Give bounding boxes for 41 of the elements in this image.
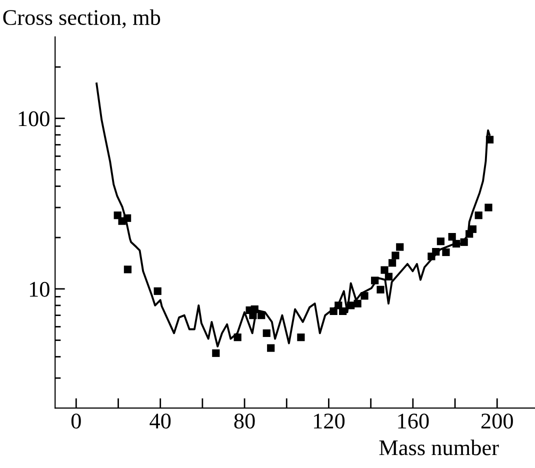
point (442, 248, 450, 256)
point (432, 248, 440, 256)
point (330, 307, 338, 315)
x-tick-label: 120 (314, 414, 345, 429)
x-axis-title: Mass number (379, 440, 499, 456)
point (460, 238, 468, 246)
point (124, 266, 132, 274)
point (354, 300, 362, 308)
point (262, 329, 270, 337)
point (474, 212, 482, 220)
point (376, 286, 384, 294)
y-axis-title: Cross section, mb (3, 9, 160, 28)
point (468, 225, 476, 233)
x-tick-label: 200 (481, 414, 513, 429)
point (380, 266, 388, 274)
point (486, 136, 494, 144)
point (339, 307, 347, 315)
point (123, 214, 132, 222)
point (154, 287, 162, 295)
point (234, 334, 242, 342)
y-tick-label: 100 (18, 111, 50, 126)
point (384, 272, 393, 280)
point (267, 344, 275, 352)
y-tick-label: 10 (30, 282, 50, 297)
point (484, 204, 492, 212)
x-tick-label: 80 (234, 414, 255, 429)
point (347, 302, 355, 310)
x-tick-label: 40 (150, 414, 171, 429)
point (392, 252, 400, 260)
point (448, 233, 456, 241)
point (436, 238, 445, 246)
point (212, 349, 220, 357)
x-tick-label: 0 (71, 414, 81, 429)
point (396, 243, 404, 251)
x-tick-label: 160 (398, 414, 429, 429)
point (388, 259, 396, 267)
point (360, 292, 368, 300)
point (297, 334, 305, 342)
point (371, 276, 379, 284)
point (258, 312, 266, 320)
point (452, 240, 460, 248)
